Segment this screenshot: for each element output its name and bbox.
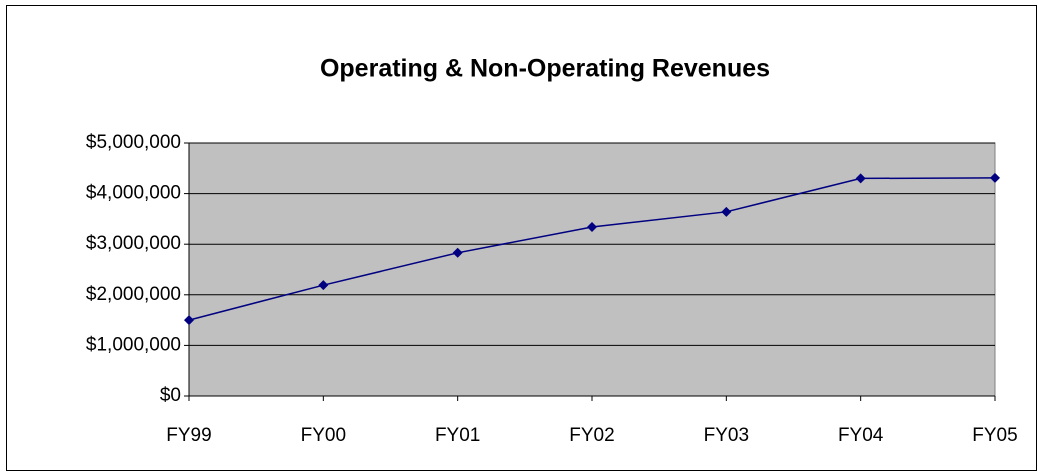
data-point — [318, 280, 329, 291]
data-point — [184, 315, 194, 326]
x-tick-label: FY05 — [972, 425, 1017, 446]
y-tick-label: $1,000,000 — [86, 334, 181, 355]
x-tick-label: FY99 — [166, 425, 211, 446]
data-point — [855, 173, 866, 184]
data-point — [990, 172, 1000, 183]
y-tick-label: $3,000,000 — [86, 233, 181, 254]
x-tick-label: FY01 — [435, 425, 480, 446]
data-point — [721, 206, 732, 217]
y-tick-label: $2,000,000 — [86, 284, 181, 305]
x-tick-label: FY03 — [704, 425, 749, 446]
x-tick-label: FY02 — [569, 425, 614, 446]
y-tick-label: $0 — [160, 385, 181, 406]
y-tick-label: $5,000,000 — [86, 132, 181, 153]
chart-title: Operating & Non-Operating Revenues — [320, 55, 770, 83]
x-tick-label: FY04 — [838, 425, 884, 446]
y-tick-label: $4,000,000 — [86, 183, 181, 204]
plot-area — [188, 142, 996, 397]
data-point — [452, 247, 463, 258]
x-tick-label: FY00 — [301, 425, 346, 446]
data-point — [587, 221, 597, 232]
